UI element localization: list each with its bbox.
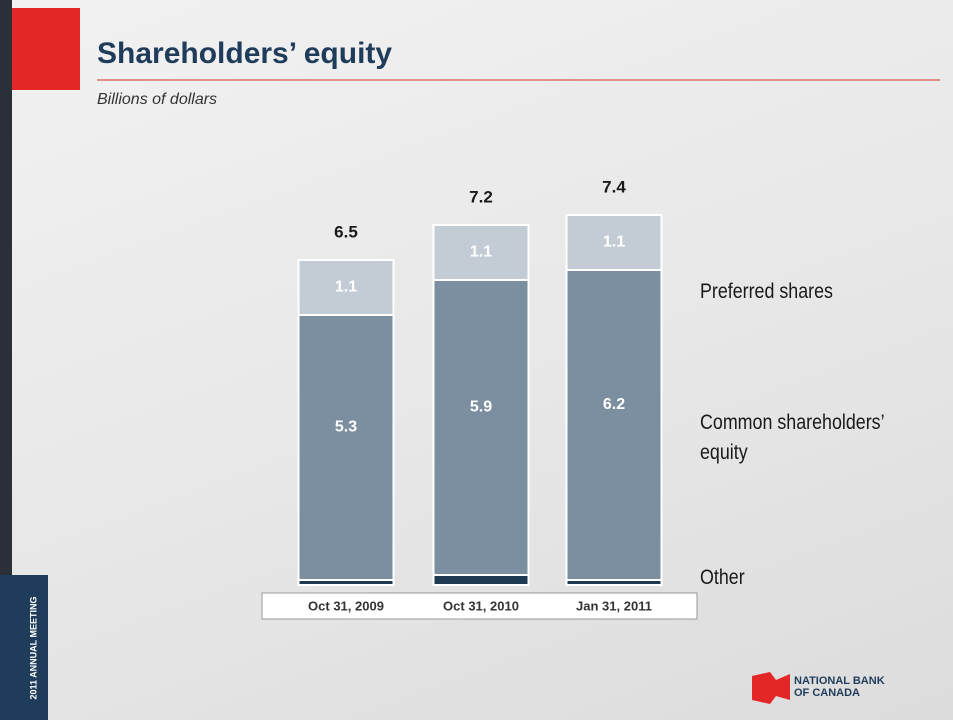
value-label: 1.1 xyxy=(470,244,492,261)
side-label: 2011 ANNUAL MEETING xyxy=(28,596,38,699)
bar-segment xyxy=(432,224,530,281)
side-block xyxy=(0,575,48,720)
bar-segment xyxy=(432,574,530,586)
logo-text: OF CANADA xyxy=(794,687,860,699)
x-tick-label: Oct 31, 2009 xyxy=(308,598,384,613)
value-label: 6.2 xyxy=(603,396,625,413)
total-label: 7.4 xyxy=(602,177,626,196)
logo-text: NATIONAL BANK xyxy=(794,675,885,687)
value-label: 5.9 xyxy=(470,399,492,416)
bar-segment xyxy=(432,279,530,576)
red-square xyxy=(12,8,80,90)
chart-subtitle: Billions of dollars xyxy=(97,91,217,108)
value-label: 1.1 xyxy=(603,234,625,251)
value-label: 1.1 xyxy=(335,279,357,296)
bar-segment xyxy=(565,214,663,271)
bar-segment xyxy=(565,269,663,581)
total-label: 6.5 xyxy=(334,222,358,241)
bar-segment xyxy=(297,259,395,316)
logo-flag xyxy=(752,672,790,704)
legend-label: Other xyxy=(700,566,745,589)
bar-segment xyxy=(297,314,395,581)
total-label: 7.2 xyxy=(469,187,493,206)
legend-label: Common shareholders’ equity xyxy=(700,411,884,464)
x-tick-label: Oct 31, 2010 xyxy=(443,598,519,613)
legend-label: Preferred shares xyxy=(700,280,833,303)
side-strip xyxy=(0,0,12,720)
category-box xyxy=(261,592,698,620)
value-label: 5.3 xyxy=(335,419,357,436)
x-tick-label: Jan 31, 2011 xyxy=(576,598,652,613)
chart-title: Shareholders’ equity xyxy=(97,37,392,70)
